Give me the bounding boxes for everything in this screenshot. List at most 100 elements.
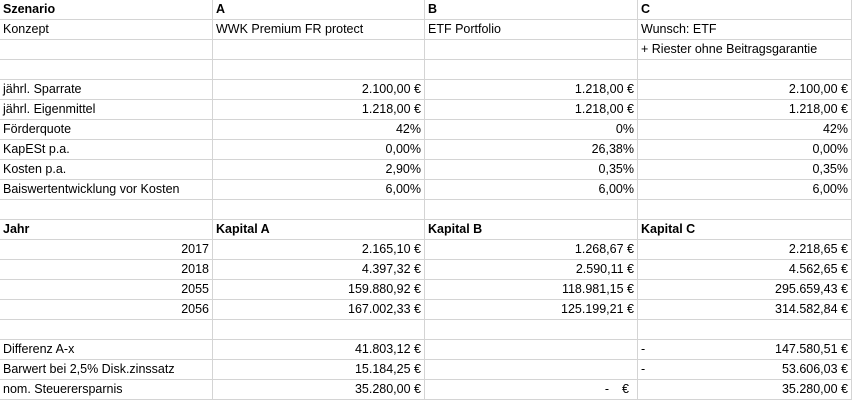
- cell-empty[interactable]: [0, 40, 213, 60]
- cell-summary-a[interactable]: 15.184,25 €: [213, 360, 425, 380]
- cell-capital-a[interactable]: 4.397,32 €: [213, 260, 425, 280]
- cell-concept-c[interactable]: Wunsch: ETF: [638, 20, 852, 40]
- cell-param-c[interactable]: 1.218,00 €: [638, 100, 852, 120]
- cell-param-b[interactable]: 6,00%: [425, 180, 638, 200]
- row-summary: Barwert bei 2,5% Disk.zinssatz 15.184,25…: [0, 360, 852, 380]
- cell-scenario-a[interactable]: A: [213, 0, 425, 20]
- cell-param-c[interactable]: 6,00%: [638, 180, 852, 200]
- cell-year[interactable]: 2056: [0, 300, 213, 320]
- cell-empty[interactable]: [425, 60, 638, 80]
- row-summary: Differenz A-x 41.803,12 € -147.580,51 €: [0, 340, 852, 360]
- cell-param-label[interactable]: jährl. Eigenmittel: [0, 100, 213, 120]
- cell-param-label[interactable]: Baiswertentwicklung vor Kosten: [0, 180, 213, 200]
- cell-scenario-b[interactable]: B: [425, 0, 638, 20]
- cell-summary-c[interactable]: -53.606,03 €: [638, 360, 852, 380]
- cell-empty[interactable]: [425, 40, 638, 60]
- row-capital: 2017 2.165,10 € 1.268,67 € 2.218,65 €: [0, 240, 852, 260]
- cell-empty[interactable]: [425, 320, 638, 340]
- cell-capital-c[interactable]: 314.582,84 €: [638, 300, 852, 320]
- row-param: Kosten p.a. 2,90% 0,35% 0,35%: [0, 160, 852, 180]
- cell-summary-b[interactable]: [425, 340, 638, 360]
- cell-capital-a-header[interactable]: Kapital A: [213, 220, 425, 240]
- row-concept: Konzept WWK Premium FR protect ETF Portf…: [0, 20, 852, 40]
- cell-capital-a[interactable]: 167.002,33 €: [213, 300, 425, 320]
- cell-capital-b[interactable]: 118.981,15 €: [425, 280, 638, 300]
- cell-param-label[interactable]: jährl. Sparrate: [0, 80, 213, 100]
- cell-summary-label[interactable]: Differenz A-x: [0, 340, 213, 360]
- cell-param-a[interactable]: 1.218,00 €: [213, 100, 425, 120]
- cell-empty[interactable]: [0, 200, 213, 220]
- cell-capital-b-header[interactable]: Kapital B: [425, 220, 638, 240]
- cell-summary-label[interactable]: nom. Steuerersparnis: [0, 380, 213, 400]
- row-capital: 2055 159.880,92 € 118.981,15 € 295.659,4…: [0, 280, 852, 300]
- cell-year[interactable]: 2017: [0, 240, 213, 260]
- cell-param-b[interactable]: 26,38%: [425, 140, 638, 160]
- cell-param-a[interactable]: 2.100,00 €: [213, 80, 425, 100]
- row-param: Baiswertentwicklung vor Kosten 6,00% 6,0…: [0, 180, 852, 200]
- cell-empty[interactable]: [213, 320, 425, 340]
- cell-capital-b[interactable]: 125.199,21 €: [425, 300, 638, 320]
- cell-param-a[interactable]: 6,00%: [213, 180, 425, 200]
- cell-param-b[interactable]: 0%: [425, 120, 638, 140]
- cell-param-c[interactable]: 42%: [638, 120, 852, 140]
- cell-param-c[interactable]: 0,35%: [638, 160, 852, 180]
- row-capital-header: Jahr Kapital A Kapital B Kapital C: [0, 220, 852, 240]
- cell-param-b[interactable]: 1.218,00 €: [425, 80, 638, 100]
- cell-year[interactable]: 2055: [0, 280, 213, 300]
- cell-empty[interactable]: [638, 60, 852, 80]
- row-capital: 2056 167.002,33 € 125.199,21 € 314.582,8…: [0, 300, 852, 320]
- row-summary: nom. Steuerersparnis 35.280,00 € - € 35.2…: [0, 380, 852, 400]
- cell-capital-c[interactable]: 2.218,65 €: [638, 240, 852, 260]
- cell-capital-c[interactable]: 4.562,65 €: [638, 260, 852, 280]
- cell-summary-b[interactable]: [425, 360, 638, 380]
- cell-scenario-c[interactable]: C: [638, 0, 852, 20]
- cell-concept-b[interactable]: ETF Portfolio: [425, 20, 638, 40]
- cell-scenario-label[interactable]: Szenario: [0, 0, 213, 20]
- cell-empty[interactable]: [0, 60, 213, 80]
- row-concept-extra: + Riester ohne Beitragsgarantie: [0, 40, 852, 60]
- cell-param-b[interactable]: 1.218,00 €: [425, 100, 638, 120]
- row-empty: [0, 60, 852, 80]
- cell-empty[interactable]: [213, 200, 425, 220]
- cell-param-label[interactable]: Förderquote: [0, 120, 213, 140]
- cell-year[interactable]: 2018: [0, 260, 213, 280]
- cell-empty[interactable]: [213, 40, 425, 60]
- cell-empty[interactable]: [638, 320, 852, 340]
- cell-param-label[interactable]: Kosten p.a.: [0, 160, 213, 180]
- cell-capital-c[interactable]: 295.659,43 €: [638, 280, 852, 300]
- cell-summary-a[interactable]: 41.803,12 €: [213, 340, 425, 360]
- cell-concept-c-extra[interactable]: + Riester ohne Beitragsgarantie: [638, 40, 852, 60]
- cell-capital-a[interactable]: 2.165,10 €: [213, 240, 425, 260]
- row-empty: [0, 200, 852, 220]
- row-empty: [0, 320, 852, 340]
- cell-param-label[interactable]: KapESt p.a.: [0, 140, 213, 160]
- cell-summary-b[interactable]: - €: [425, 380, 638, 400]
- row-capital: 2018 4.397,32 € 2.590,11 € 4.562,65 €: [0, 260, 852, 280]
- row-scenario: Szenario A B C: [0, 0, 852, 20]
- cell-concept-label[interactable]: Konzept: [0, 20, 213, 40]
- cell-capital-c-header[interactable]: Kapital C: [638, 220, 852, 240]
- cell-empty[interactable]: [425, 200, 638, 220]
- cell-summary-a[interactable]: 35.280,00 €: [213, 380, 425, 400]
- cell-capital-a[interactable]: 159.880,92 €: [213, 280, 425, 300]
- cell-empty[interactable]: [213, 60, 425, 80]
- cell-summary-c[interactable]: -147.580,51 €: [638, 340, 852, 360]
- cell-param-a[interactable]: 42%: [213, 120, 425, 140]
- row-param: jährl. Sparrate 2.100,00 € 1.218,00 € 2.…: [0, 80, 852, 100]
- cell-concept-a[interactable]: WWK Premium FR protect: [213, 20, 425, 40]
- cell-summary-c[interactable]: 35.280,00 €: [638, 380, 852, 400]
- row-param: jährl. Eigenmittel 1.218,00 € 1.218,00 €…: [0, 100, 852, 120]
- cell-year-header[interactable]: Jahr: [0, 220, 213, 240]
- cell-capital-b[interactable]: 2.590,11 €: [425, 260, 638, 280]
- cell-param-a[interactable]: 0,00%: [213, 140, 425, 160]
- cell-param-c[interactable]: 2.100,00 €: [638, 80, 852, 100]
- cell-summary-label[interactable]: Barwert bei 2,5% Disk.zinssatz: [0, 360, 213, 380]
- cell-param-a[interactable]: 2,90%: [213, 160, 425, 180]
- cell-empty[interactable]: [638, 200, 852, 220]
- cell-empty[interactable]: [0, 320, 213, 340]
- cell-param-c[interactable]: 0,00%: [638, 140, 852, 160]
- cell-param-b[interactable]: 0,35%: [425, 160, 638, 180]
- cell-capital-b[interactable]: 1.268,67 €: [425, 240, 638, 260]
- row-param: Förderquote 42% 0% 42%: [0, 120, 852, 140]
